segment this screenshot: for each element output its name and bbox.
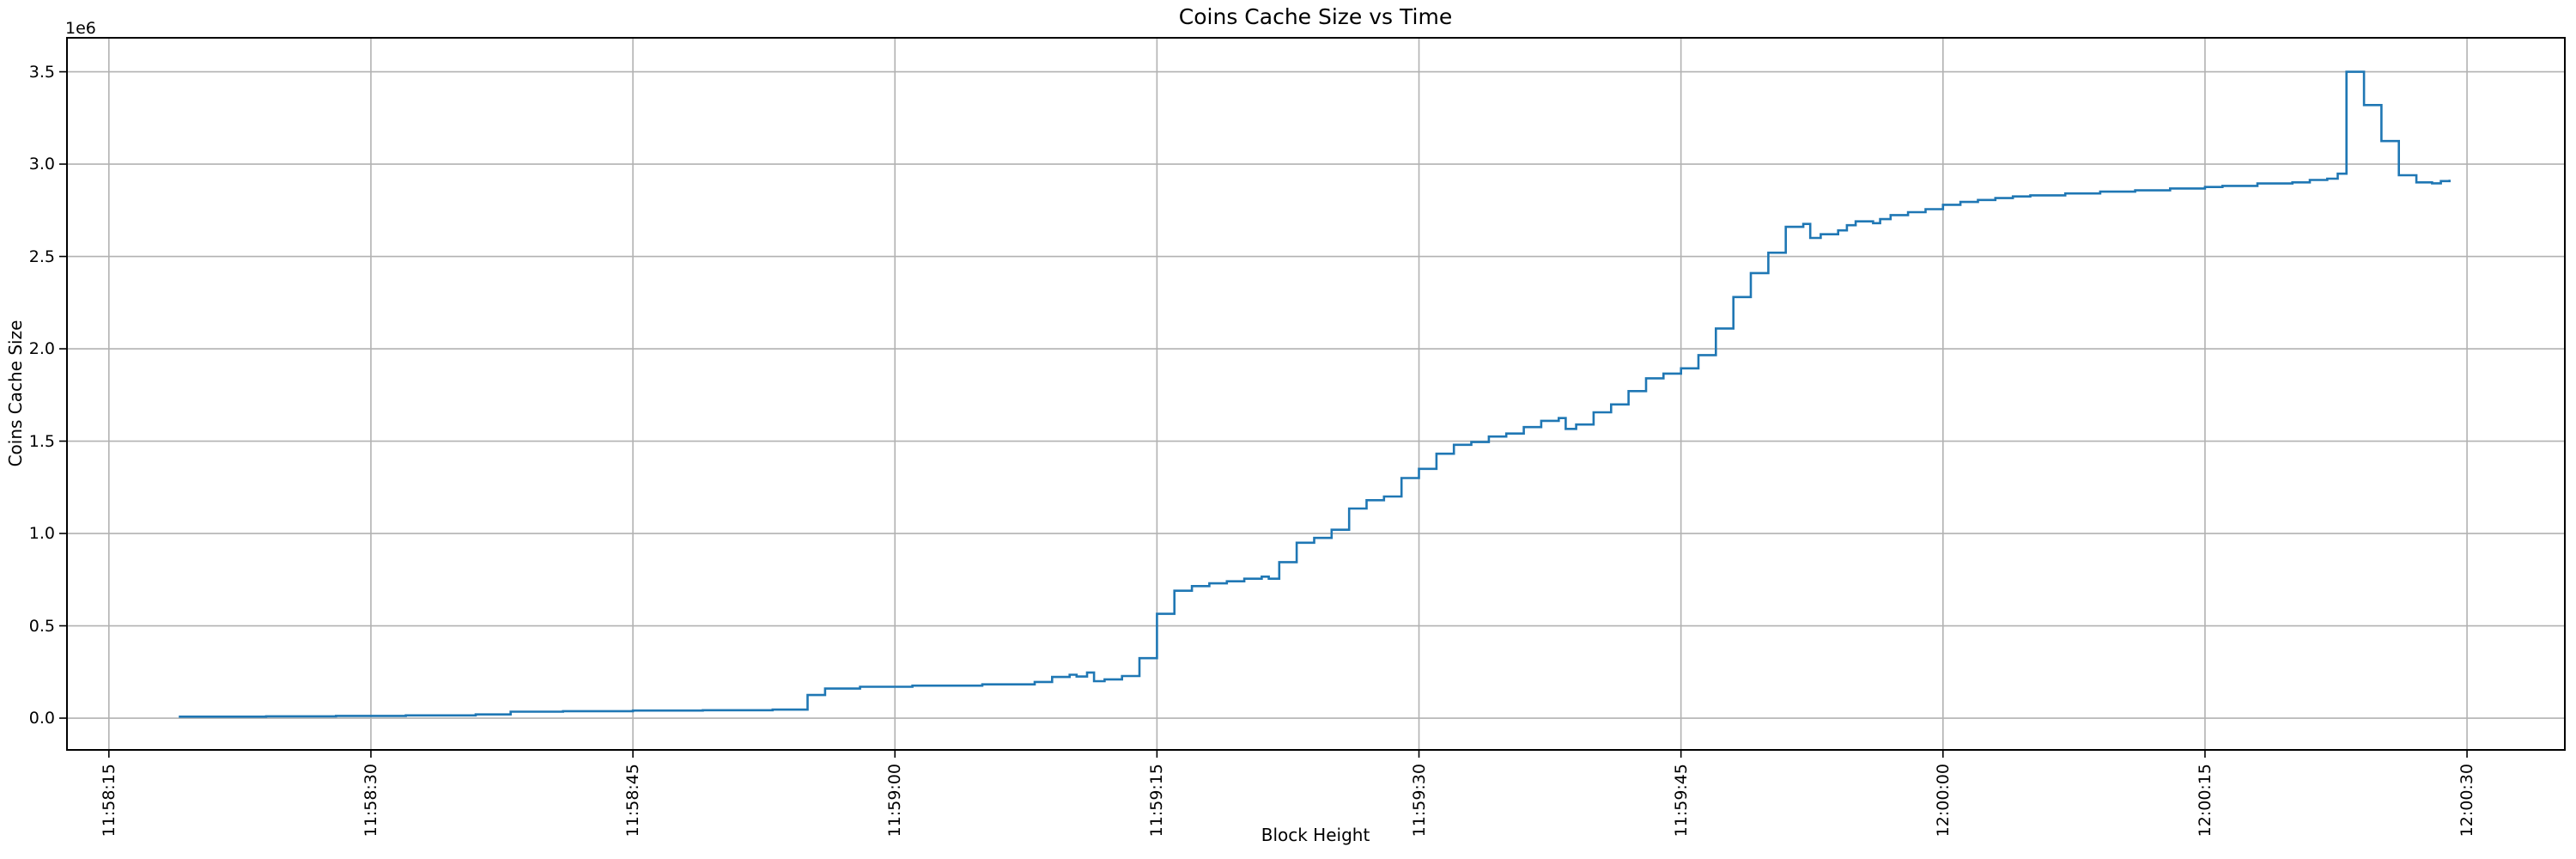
y-tick-label: 3.5: [28, 62, 55, 82]
y-tick-label: 3.0: [28, 155, 55, 174]
x-axis-title: Block Height: [1261, 825, 1370, 845]
y-axis-offset-label: 1e6: [65, 19, 96, 38]
x-tick-label: 11:59:45: [1671, 764, 1691, 838]
x-tick-label: 12:00:30: [2458, 764, 2477, 838]
x-tick-label: 12:00:15: [2195, 764, 2215, 838]
y-tick-label: 1.0: [28, 524, 55, 544]
x-tick-label: 11:59:15: [1147, 764, 1167, 838]
x-tick-label: 11:58:45: [623, 764, 643, 838]
y-tick-label: 2.5: [28, 247, 55, 266]
x-tick-label: 12:00:00: [1933, 764, 1953, 838]
x-tick-label: 11:58:15: [99, 764, 118, 838]
y-tick-label: 2.0: [28, 339, 55, 359]
series-coins-cache-size: [179, 70, 2451, 718]
chart-title: Coins Cache Size vs Time: [1178, 4, 1453, 29]
y-tick-label: 0.0: [28, 709, 55, 728]
y-tick-label: 0.5: [28, 616, 55, 636]
x-tick-label: 11:59:30: [1409, 764, 1429, 838]
x-tick-label: 11:58:30: [361, 764, 380, 838]
x-tick-label: 11:59:00: [885, 764, 905, 838]
axes-frame: [66, 37, 2566, 751]
y-tick-label: 1.5: [28, 431, 55, 451]
